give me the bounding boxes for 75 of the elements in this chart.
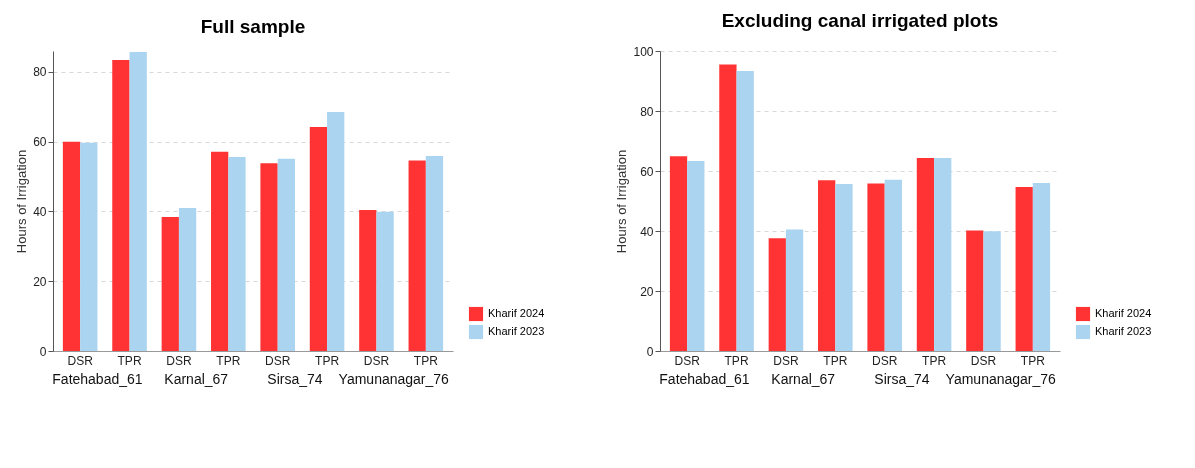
bar <box>934 158 952 351</box>
legend-label: Kharif 2023 <box>488 325 545 337</box>
bar <box>867 183 885 351</box>
bar <box>80 142 98 351</box>
y-tick-label: 80 <box>33 65 47 80</box>
x-tick-label: TPR <box>413 353 439 368</box>
bar <box>1032 183 1051 351</box>
text: Fatehabad_61 <box>659 371 750 387</box>
legend-label: Kharif 2023 <box>1095 325 1152 337</box>
bar <box>719 64 737 351</box>
y-tick-label: 60 <box>33 135 47 150</box>
bar <box>1015 186 1033 351</box>
x-tick-label: DSR <box>872 353 898 368</box>
x-tick-label: TPR <box>823 353 848 368</box>
bar <box>408 160 426 351</box>
x-tick-label: TPR <box>117 353 142 368</box>
text: Sirsa_74 <box>267 371 323 387</box>
x-tick-label: TPR <box>315 353 340 368</box>
bar <box>818 180 836 351</box>
y-axis-title: Hours of Irrigation <box>14 149 30 254</box>
text: Karnal_67 <box>164 371 229 387</box>
x-tick-label: DSR <box>166 353 192 368</box>
x-tick-label: DSR <box>265 353 291 368</box>
bar <box>211 151 229 351</box>
text: Karnal_67 <box>771 371 836 387</box>
chart-title: Full sample <box>200 16 306 37</box>
text: Sirsa_74 <box>874 371 930 387</box>
text: Yamunanagar_76 <box>338 371 450 387</box>
bar <box>884 179 902 351</box>
bar <box>112 60 130 351</box>
bar <box>966 230 984 351</box>
bar <box>687 161 705 351</box>
y-tick-label: 20 <box>640 284 654 299</box>
bar <box>359 210 377 351</box>
legend-label: Kharif 2024 <box>488 307 545 319</box>
bar <box>62 141 81 351</box>
bar <box>425 156 444 351</box>
bar <box>736 71 754 351</box>
bar <box>309 127 328 351</box>
y-tick-label: 80 <box>640 104 654 119</box>
legend-label: Kharif 2024 <box>1095 307 1152 319</box>
y-tick-label: 60 <box>640 164 654 179</box>
y-tick-label: 40 <box>33 204 47 219</box>
y-tick-label: 20 <box>33 274 47 289</box>
bar <box>835 183 853 351</box>
x-tick-label: DSR <box>773 353 799 368</box>
x-tick-label: TPR <box>724 353 749 368</box>
bar <box>161 217 179 351</box>
x-tick-label: TPR <box>922 353 947 368</box>
y-axis-title: Hours of Irrigation <box>614 149 630 254</box>
x-tick-label: TPR <box>216 353 241 368</box>
bar <box>669 156 688 351</box>
bar <box>785 229 804 351</box>
y-tick-label: 0 <box>646 344 654 359</box>
bar <box>260 163 278 351</box>
text: Fatehabad_61 <box>52 371 143 387</box>
bar <box>178 207 197 351</box>
y-tick-label: 0 <box>39 344 47 359</box>
bar <box>768 238 786 351</box>
x-tick-label: TPR <box>1020 353 1046 368</box>
bar <box>327 112 345 351</box>
x-tick-label: DSR <box>674 353 701 368</box>
y-tick-label: 100 <box>633 44 654 59</box>
x-tick-label: DSR <box>67 353 94 368</box>
text: Yamunanagar_76 <box>945 371 1057 387</box>
bar <box>916 158 935 351</box>
x-tick-label: DSR <box>970 353 997 368</box>
bar <box>129 52 147 351</box>
y-tick-label: 40 <box>640 224 654 239</box>
x-tick-label: DSR <box>363 353 390 368</box>
chart-title: Excluding canal irrigated plots <box>721 10 999 31</box>
bar <box>228 157 246 351</box>
bar <box>277 158 295 351</box>
bar <box>376 211 394 351</box>
bar <box>983 231 1001 351</box>
